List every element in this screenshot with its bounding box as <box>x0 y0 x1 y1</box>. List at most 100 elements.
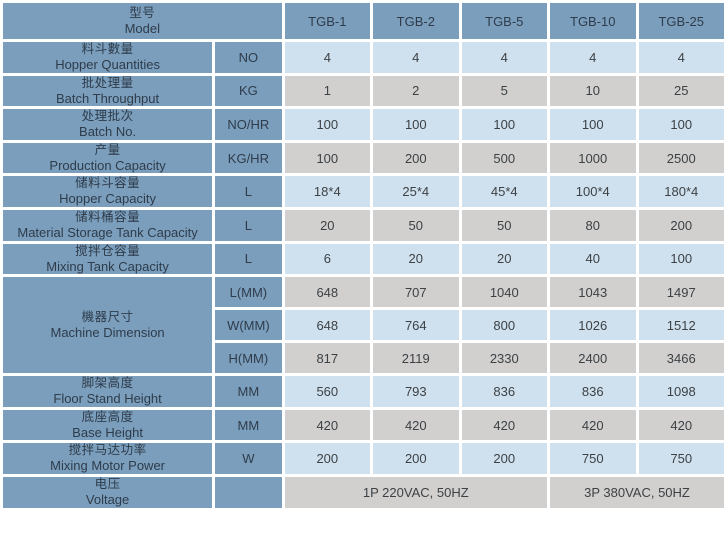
unit-cell-empty <box>215 476 282 508</box>
unit-cell: KG <box>215 75 282 107</box>
row-label-en: Base Height <box>72 424 143 440</box>
value-cell: 200 <box>284 443 371 474</box>
row-label-zh: 搅拌马达功率 <box>68 443 147 458</box>
value-cell: 80 <box>550 209 636 241</box>
row-label-en: Voltage <box>85 491 130 507</box>
row-label-en: Mixing Motor Power <box>50 458 166 474</box>
row-label-en: Batch No. <box>79 124 137 140</box>
row-label-en: Batch Throughput <box>56 90 160 106</box>
value-cell: 100 <box>284 142 371 174</box>
value-cell: 707 <box>373 277 459 308</box>
value-cell: 25 <box>638 75 724 107</box>
value-cell: 2 <box>373 75 459 107</box>
unit-cell: NO <box>215 42 282 73</box>
row-label-zh: 批处理量 <box>81 75 134 90</box>
machine-dimension-label-cell: 機器尺寸 Machine Dimension <box>3 277 213 374</box>
row-label-cell: 底座高度 Base Height <box>3 409 213 441</box>
value-cell: 648 <box>284 277 371 308</box>
row-batch-throughput: 批处理量 Batch Throughput KG 1 2 5 10 25 <box>3 75 724 107</box>
model-name-cell: TGB-10 <box>550 3 636 39</box>
value-cell: 4 <box>284 42 371 73</box>
value-cell: 20 <box>461 243 548 275</box>
value-cell: 750 <box>638 443 724 474</box>
value-cell: 560 <box>284 376 371 407</box>
value-cell: 836 <box>461 376 548 407</box>
row-material-storage-tank-capacity: 储料桶容量 Material Storage Tank Capacity L 2… <box>3 209 724 241</box>
value-cell: 10 <box>550 75 636 107</box>
row-label-cell: 批处理量 Batch Throughput <box>3 75 213 107</box>
value-cell: 50 <box>461 209 548 241</box>
row-machine-dimension-l: 機器尺寸 Machine Dimension L(MM) 648 707 104… <box>3 277 724 374</box>
value-cell: 2119 <box>373 343 459 374</box>
value-cell: 500 <box>461 142 548 174</box>
value-cell: 648 <box>284 310 371 341</box>
value-cell: 420 <box>638 409 724 441</box>
value-cell: 1000 <box>550 142 636 174</box>
row-floor-stand-height: 脚架高度 Floor Stand Height MM 560 793 836 8… <box>3 376 724 407</box>
value-cell: 50 <box>373 209 459 241</box>
row-label-en: Production Capacity <box>49 157 166 173</box>
unit-cell: MM <box>215 376 282 407</box>
row-label-cell: 搅拌马达功率 Mixing Motor Power <box>3 443 213 474</box>
value-cell: 25*4 <box>373 176 459 207</box>
row-machine-dimension-h: H(MM) 817 2119 2330 2400 3466 <box>3 343 724 374</box>
row-label-cell: 料斗數量 Hopper Quantities <box>3 42 213 73</box>
row-label-en: Mixing Tank Capacity <box>46 258 169 274</box>
value-cell: 420 <box>373 409 459 441</box>
value-cell: 1040 <box>461 277 548 308</box>
unit-cell: KG/HR <box>215 142 282 174</box>
row-mixing-motor-power: 搅拌马达功率 Mixing Motor Power W 200 200 200 … <box>3 443 724 474</box>
value-cell: 1026 <box>550 310 636 341</box>
value-cell: 100 <box>284 109 371 140</box>
value-cell: 180*4 <box>638 176 724 207</box>
voltage-three-phase-cell: 3P 380VAC, 50HZ <box>550 476 724 508</box>
value-cell: 793 <box>373 376 459 407</box>
row-label-cell: 储料斗容量 Hopper Capacity <box>3 176 213 207</box>
value-cell: 2500 <box>638 142 724 174</box>
value-cell: 420 <box>284 409 371 441</box>
value-cell: 800 <box>461 310 548 341</box>
row-label-zh: 脚架高度 <box>81 376 134 391</box>
row-production-capacity: 产量 Production Capacity KG/HR 100 200 500… <box>3 142 724 174</box>
row-label-en: Hopper Capacity <box>59 191 156 207</box>
value-cell: 200 <box>373 443 459 474</box>
value-cell: 817 <box>284 343 371 374</box>
row-mixing-tank-capacity: 搅拌仓容量 Mixing Tank Capacity L 6 20 20 40 … <box>3 243 724 275</box>
row-label-zh: 处理批次 <box>81 109 134 124</box>
unit-cell: L(MM) <box>215 277 282 308</box>
value-cell: 750 <box>550 443 636 474</box>
value-cell: 420 <box>461 409 548 441</box>
model-label-zh: 型号 <box>129 5 156 20</box>
value-cell: 100 <box>550 109 636 140</box>
value-cell: 20 <box>373 243 459 275</box>
value-cell: 1 <box>284 75 371 107</box>
row-batch-no: 处理批次 Batch No. NO/HR 100 100 100 100 100 <box>3 109 724 140</box>
value-cell: 40 <box>550 243 636 275</box>
row-machine-dimension-w: W(MM) 648 764 800 1026 1512 <box>3 310 724 341</box>
row-label-cell: 搅拌仓容量 Mixing Tank Capacity <box>3 243 213 275</box>
value-cell: 100 <box>461 109 548 140</box>
value-cell: 1098 <box>638 376 724 407</box>
unit-cell: L <box>215 243 282 275</box>
model-name-cell: TGB-25 <box>638 3 724 39</box>
value-cell: 100 <box>373 109 459 140</box>
value-cell: 4 <box>373 42 459 73</box>
value-cell: 2330 <box>461 343 548 374</box>
row-label-en: Material Storage Tank Capacity <box>17 224 198 240</box>
value-cell: 1512 <box>638 310 724 341</box>
value-cell: 4 <box>638 42 724 73</box>
value-cell: 1043 <box>550 277 636 308</box>
model-name-cell: TGB-1 <box>284 3 371 39</box>
row-label-zh: 产量 <box>94 142 121 157</box>
unit-cell: W(MM) <box>215 310 282 341</box>
model-header-cell: 型号 Model <box>3 3 282 39</box>
model-label-en: Model <box>124 20 160 36</box>
value-cell: 100*4 <box>550 176 636 207</box>
value-cell: 20 <box>284 209 371 241</box>
row-voltage: 电压 Voltage 1P 220VAC, 50HZ 3P 380VAC, 50… <box>3 476 724 508</box>
value-cell: 420 <box>550 409 636 441</box>
row-hopper-capacity: 储料斗容量 Hopper Capacity L 18*4 25*4 45*4 1… <box>3 176 724 207</box>
row-label-cell: 储料桶容量 Material Storage Tank Capacity <box>3 209 213 241</box>
value-cell: 45*4 <box>461 176 548 207</box>
value-cell: 836 <box>550 376 636 407</box>
